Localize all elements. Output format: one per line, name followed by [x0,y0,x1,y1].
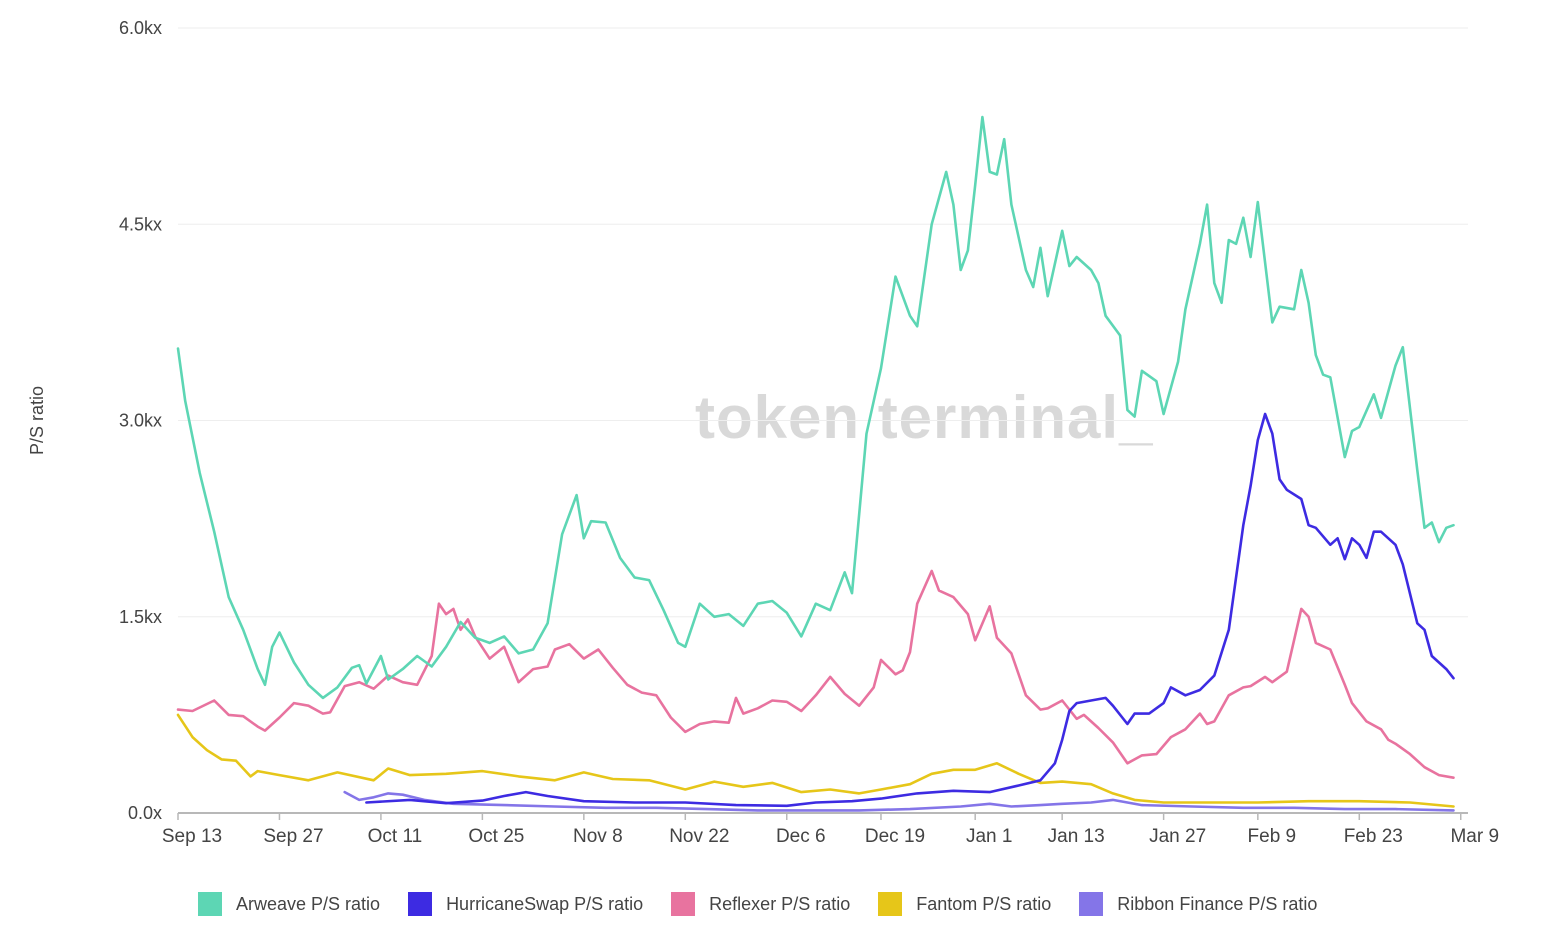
legend-label: Reflexer P/S ratio [709,893,851,914]
x-tick-label: Nov 8 [573,826,623,847]
x-tick-label: Jan 1 [966,826,1012,847]
x-tick-label: Mar 9 [1450,826,1499,847]
x-tick-label: Jan 27 [1149,826,1206,847]
x-tick-label: Feb 9 [1248,826,1297,847]
x-tick-label: Dec 6 [776,826,826,847]
legend-item[interactable]: Reflexer P/S ratio [671,892,850,916]
legend-item[interactable]: Arweave P/S ratio [198,892,380,916]
legend-item[interactable]: Fantom P/S ratio [878,892,1051,916]
legend-label: HurricaneSwap P/S ratio [446,893,644,914]
legend-label: Arweave P/S ratio [236,893,381,914]
legend-swatch [1079,892,1104,916]
series-line-4 [343,790,1455,812]
series-line-3 [176,713,1455,808]
legend-label: Fantom P/S ratio [916,893,1052,914]
y-tick-label: 3.0kx [119,411,162,431]
legend-item[interactable]: Ribbon Finance P/S ratio [1079,892,1317,916]
x-tick-label: Oct 11 [368,826,423,847]
series-line-2 [176,569,1455,779]
x-tick-label: Sep 13 [162,826,222,847]
y-tick-label: 6.0kx [119,18,162,38]
plot-area: 0.0x 1.5kx 3.0kx 4.5kx 6.0kx Sep 13 Sep 27 Oct … [119,18,1499,847]
legend-label: Ribbon Finance P/S ratio [1117,893,1318,914]
x-tick-label: Jan 13 [1048,826,1105,847]
legend: Arweave P/S ratio HurricaneSwap P/S ratio… [198,890,1317,918]
legend-item[interactable]: HurricaneSwap P/S ratio [408,892,643,916]
x-tick-label: Oct 25 [468,826,524,847]
legend-swatch [878,892,903,916]
legend-swatch [671,892,696,916]
x-tick-label: Sep 27 [263,826,323,847]
y-tick-label: 4.5kx [119,214,162,234]
legend-swatch [408,892,433,916]
y-tick-label: 1.5kx [119,607,162,627]
x-tick-label: Dec 19 [865,826,925,847]
y-tick-label: 0.0x [128,803,162,823]
x-tick-label: Nov 22 [669,826,729,847]
series-line-1 [365,412,1455,808]
watermark: token terminal_ [695,384,1154,451]
series-line-0 [176,115,1455,700]
x-tick-label: Feb 23 [1344,826,1403,847]
legend-swatch [198,892,222,916]
